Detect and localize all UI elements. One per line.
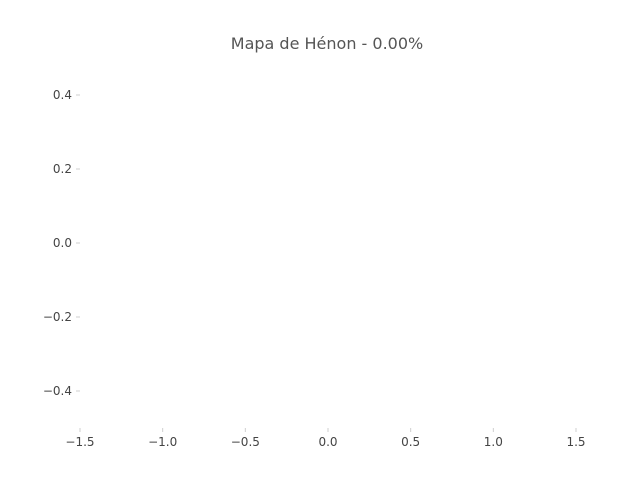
x-tick-label: −0.5 [231,435,260,449]
x-tick-label: 1.0 [484,435,503,449]
y-tick-label: −0.4 [43,384,72,398]
x-tick-label: −1.5 [65,435,94,449]
x-axis: −1.5 −1.0 −0.5 0.0 0.5 1.0 1.5 [65,428,586,449]
y-tick-label: 0.2 [53,162,72,176]
y-tick-label: 0.4 [53,88,72,102]
x-tick-label: 1.5 [566,435,585,449]
y-tick-label: 0.0 [53,236,72,250]
x-tick-label: 0.0 [318,435,337,449]
y-tick-label: −0.2 [43,310,72,324]
y-axis: 0.4 0.2 0.0 −0.2 −0.4 [43,88,80,398]
x-tick-label: −1.0 [148,435,177,449]
x-tick-label: 0.5 [401,435,420,449]
chart-title: Mapa de Hénon - 0.00% [231,34,423,53]
